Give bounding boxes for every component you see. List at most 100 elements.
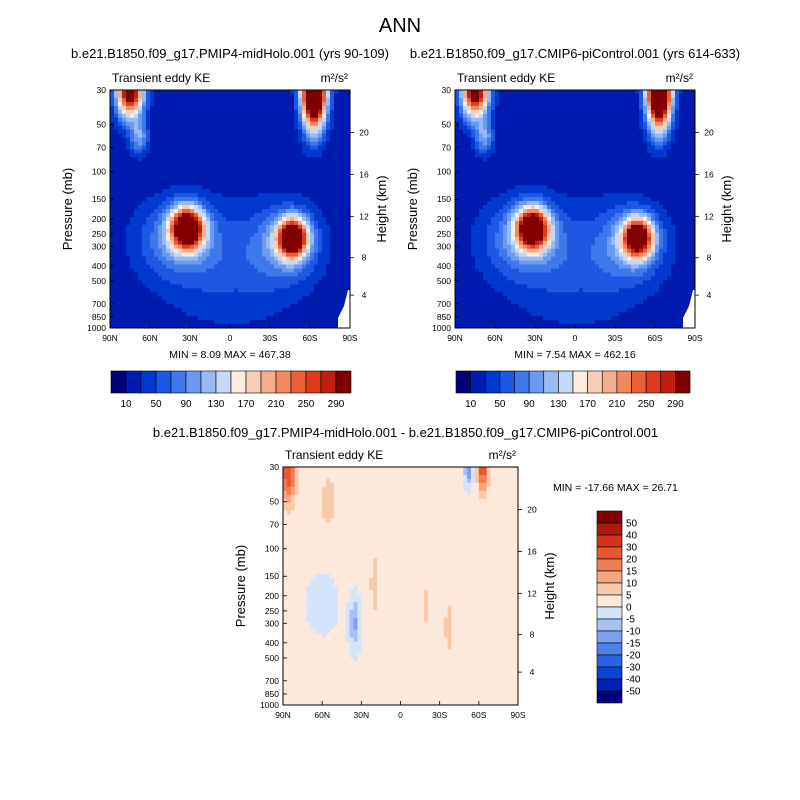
contour-cell	[154, 93, 159, 99]
contour-cell	[663, 121, 668, 127]
contour-cell	[274, 220, 279, 226]
contour-cell	[334, 260, 339, 266]
contour-cell	[675, 109, 680, 115]
contour-cell	[146, 216, 151, 222]
contour-cell	[270, 141, 275, 147]
contour-cell	[178, 125, 183, 131]
contour-cell	[134, 264, 139, 269]
contour-cell	[342, 133, 347, 139]
contour-cell	[607, 165, 612, 170]
contour-cell	[282, 244, 287, 250]
contour-cell	[314, 212, 319, 218]
contour-cell	[515, 97, 520, 103]
contour-cell	[322, 312, 327, 317]
contour-cell	[178, 224, 183, 230]
contour-cell	[162, 97, 167, 103]
contour-cell	[170, 205, 175, 210]
contour-cell	[507, 141, 512, 147]
contour-cell	[286, 308, 291, 313]
contour-cell	[282, 280, 287, 285]
contour-cell	[142, 236, 147, 242]
contour-cell	[463, 149, 468, 154]
contour-cell	[671, 121, 676, 127]
contour-cell	[278, 197, 283, 202]
contour-cell	[559, 173, 564, 178]
contour-cell	[467, 173, 472, 178]
contour-cell	[278, 93, 283, 99]
contour-cell	[639, 90, 644, 95]
contour-cell	[635, 153, 640, 158]
contour-cell	[238, 97, 243, 103]
contour-cell	[342, 185, 347, 190]
contour-cell	[114, 177, 119, 182]
contour-cell	[338, 93, 343, 99]
contour-cell	[334, 197, 339, 202]
contour-cell	[222, 280, 227, 285]
contour-cell	[214, 220, 219, 226]
contour-cell	[146, 113, 151, 119]
contour-cell	[314, 205, 319, 210]
contour-cell	[278, 105, 283, 111]
contour-cell	[218, 324, 223, 329]
contour-cell	[198, 117, 203, 123]
contour-cell	[198, 224, 203, 230]
contour-cell	[495, 161, 500, 166]
contour-cell	[258, 252, 263, 258]
contour-cell	[298, 165, 303, 170]
contour-cell	[571, 125, 576, 131]
contour-cell	[222, 137, 227, 143]
contour-cell	[599, 173, 604, 178]
contour-cell	[575, 137, 580, 143]
contour-cell	[338, 252, 343, 258]
contour-cell	[318, 109, 323, 115]
contour-cell	[114, 181, 119, 186]
contour-cell	[318, 320, 323, 325]
contour-cell	[314, 268, 319, 273]
contour-cell	[326, 161, 331, 166]
contour-cell	[246, 216, 251, 222]
contour-cell	[162, 240, 167, 246]
contour-cell	[683, 161, 688, 166]
contour-cell	[174, 224, 179, 230]
contour-cell	[210, 165, 215, 170]
contour-cell	[286, 181, 291, 186]
contour-cell	[178, 149, 183, 154]
contour-cell	[118, 276, 123, 281]
contour-cell	[166, 216, 171, 222]
contour-cell	[110, 260, 115, 266]
contour-cell	[198, 101, 203, 107]
contour-cell	[230, 185, 235, 190]
contour-cell	[262, 260, 267, 266]
contour-cell	[222, 193, 227, 198]
contour-cell	[246, 149, 251, 154]
contour-cell	[310, 272, 315, 277]
contour-cell	[503, 169, 508, 174]
contour-cell	[182, 260, 187, 266]
contour-cell	[607, 93, 612, 99]
contour-cell	[230, 97, 235, 103]
contour-cell	[242, 181, 247, 186]
contour-cell	[587, 153, 592, 158]
contour-cell	[342, 284, 347, 289]
contour-cell	[214, 149, 219, 154]
contour-cell	[158, 288, 163, 293]
contour-cell	[631, 125, 636, 131]
contour-cell	[290, 197, 295, 202]
contour-cell	[166, 264, 171, 269]
contour-cell	[174, 240, 179, 246]
contour-cell	[214, 268, 219, 273]
contour-cell	[118, 216, 123, 222]
contour-cell	[226, 205, 231, 210]
contour-cell	[186, 129, 191, 135]
contour-cell	[587, 141, 592, 147]
contour-cell	[182, 189, 187, 194]
contour-cell	[118, 220, 123, 226]
contour-cell	[218, 260, 223, 266]
contour-cell	[286, 101, 291, 107]
contour-cell	[266, 256, 271, 262]
contour-cell	[262, 240, 267, 246]
contour-cell	[274, 324, 279, 329]
contour-cell	[455, 93, 460, 99]
contour-cell	[166, 113, 171, 119]
contour-cell	[679, 113, 684, 119]
